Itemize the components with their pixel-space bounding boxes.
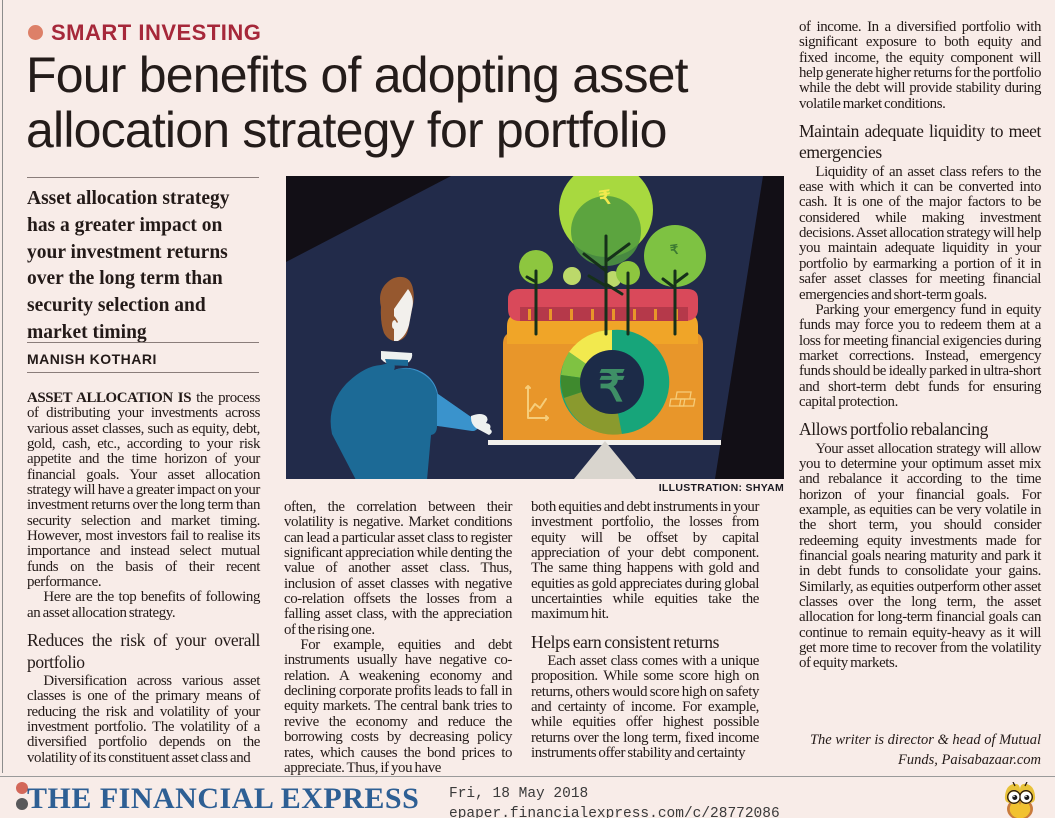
svg-text:₹: ₹ <box>598 363 625 411</box>
